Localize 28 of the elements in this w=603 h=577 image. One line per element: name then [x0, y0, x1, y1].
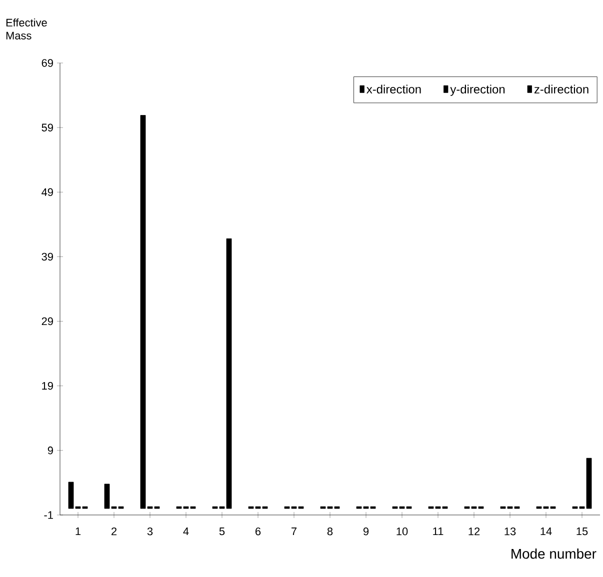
x-axis-title: Mode number: [512, 548, 596, 559]
x-tick-label: 9: [363, 528, 369, 536]
x-tick-label: 2: [112, 528, 117, 536]
y-axis-title: Effective Mass: [6, 18, 47, 40]
x-tick-label: 4: [183, 528, 189, 536]
y-tick-label: -1: [44, 511, 53, 519]
x-tick-label: 6: [256, 528, 261, 536]
y-tick-label: 19: [42, 382, 53, 390]
x-tick-label: 1: [76, 528, 81, 536]
y-tick-label: 59: [42, 124, 53, 132]
y-tick-label: 69: [42, 59, 53, 67]
x-tick-label: 14: [540, 528, 552, 536]
x-tick-label: 5: [219, 528, 225, 536]
x-tick-label: 10: [396, 528, 408, 536]
x-tick-label: 11: [433, 528, 444, 536]
legend-label: y-direction: [450, 84, 505, 96]
x-tick-label: 12: [468, 528, 480, 536]
x-tick-label: 15: [576, 528, 588, 536]
y-tick-label: 29: [42, 317, 53, 326]
y-tick-label: 39: [42, 252, 53, 261]
x-tick-label: 13: [504, 528, 516, 536]
legend-label: z-direction: [534, 84, 588, 94]
y-tick-label: 9: [48, 446, 53, 454]
y-tick-label: 49: [42, 188, 53, 196]
x-tick-label: 8: [327, 528, 333, 536]
x-tick-label: 7: [292, 528, 297, 536]
x-tick-label: 3: [147, 528, 153, 536]
legend-label: x-direction: [366, 84, 421, 94]
